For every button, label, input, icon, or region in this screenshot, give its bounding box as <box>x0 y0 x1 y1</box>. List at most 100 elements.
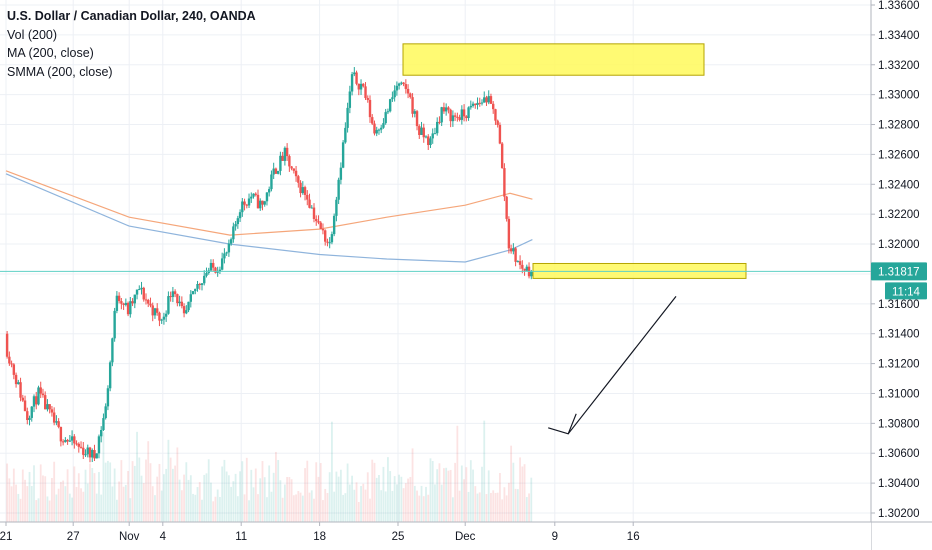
candle-body <box>30 406 33 418</box>
legend-volume[interactable]: Vol (200) <box>7 27 58 42</box>
volume-bar <box>129 498 132 522</box>
candle-body <box>198 284 201 286</box>
volume-bar <box>371 459 374 522</box>
volume-bar <box>160 490 163 522</box>
candle-body <box>453 115 457 117</box>
candle-body <box>270 174 273 190</box>
candle-body <box>330 234 334 243</box>
candle-body <box>200 283 204 285</box>
candle-body <box>88 447 92 458</box>
volume-bar <box>474 486 477 522</box>
candle-body <box>104 406 107 419</box>
price-tick-label: 1.32000 <box>878 239 920 251</box>
candle-body <box>180 301 184 307</box>
candle-body <box>469 105 472 108</box>
volume-bar <box>460 465 463 522</box>
volume-bar <box>272 472 275 522</box>
volume-bar <box>62 480 65 522</box>
candle-body <box>227 243 231 253</box>
volume-bar <box>192 493 194 522</box>
volume-bar <box>48 500 51 522</box>
candle-body <box>478 102 481 104</box>
volume-bar <box>427 494 430 522</box>
candle-body <box>382 123 385 128</box>
volume-bar <box>187 479 190 522</box>
candle-body <box>44 395 47 410</box>
volume-bar <box>133 465 136 522</box>
legend-smma[interactable]: SMMA (200, close) <box>7 64 113 79</box>
candle-body <box>514 248 517 262</box>
candle-body <box>106 388 110 407</box>
candle-body <box>380 127 383 130</box>
last-price-label: 1.31817 <box>878 266 920 278</box>
volume-bar <box>136 431 138 522</box>
volume-bar <box>472 469 474 522</box>
volume-bar <box>478 492 481 522</box>
candle-body <box>236 218 240 225</box>
price-axis[interactable]: 1.33600 1.33400 1.33200 1.33000 1.32800 1.326… <box>870 0 932 550</box>
volume-bar <box>366 472 369 522</box>
candle-body <box>368 99 372 118</box>
volume-bar <box>205 473 208 522</box>
candle-body <box>149 303 152 306</box>
last-price-tag <box>871 262 927 281</box>
down-arrow-drawing[interactable] <box>548 296 677 435</box>
candle-body <box>341 142 345 168</box>
volume-bars <box>6 420 533 522</box>
candle-body <box>111 338 114 363</box>
candle-body <box>79 446 83 448</box>
symbol-title[interactable]: U.S. Dollar / Canadian Dollar, 240, OAND… <box>7 9 256 23</box>
candle-body <box>247 198 251 206</box>
price-tick-label: 1.31600 <box>878 299 920 311</box>
volume-bar <box>510 445 513 522</box>
volume-bar <box>375 477 378 522</box>
candle-body <box>46 404 49 410</box>
candle-body <box>48 404 51 410</box>
candle-body <box>375 130 378 134</box>
chart-legend: U.S. Dollar / Canadian Dollar, 240, OAND… <box>7 7 256 81</box>
candle-body <box>523 268 526 271</box>
zones[interactable] <box>402 43 747 279</box>
candle-body <box>52 412 56 423</box>
volume-bar <box>407 478 409 522</box>
volume-bar <box>261 461 264 522</box>
volume-bar <box>310 490 313 522</box>
candle-body <box>335 199 338 216</box>
volume-bar <box>196 487 199 522</box>
legend-ma[interactable]: MA (200, close) <box>7 46 94 60</box>
volume-bar <box>124 484 127 522</box>
volume-bar <box>167 439 170 522</box>
volume-bar <box>263 477 266 522</box>
candle-body <box>337 179 340 200</box>
candle-body <box>84 454 87 456</box>
volume-bar <box>519 457 521 522</box>
candle-body <box>115 295 119 311</box>
volume-bar <box>275 451 277 522</box>
volume-bar <box>21 469 24 522</box>
time-axis[interactable]: 21 27 Nov 4 11 18 25 Dec 9 16 <box>0 521 932 550</box>
volume-bar <box>98 472 100 522</box>
volume-bar <box>33 465 35 522</box>
resistance-zone[interactable] <box>402 43 705 76</box>
volume-bar <box>227 475 230 522</box>
volume-bar <box>171 468 174 522</box>
volume-bar <box>156 476 159 522</box>
volume-bar <box>402 488 405 522</box>
candle-body <box>138 289 141 291</box>
volume-bar <box>494 492 497 522</box>
volume-bar <box>165 468 168 522</box>
candle-body <box>167 296 170 314</box>
candle-body <box>93 450 96 459</box>
volume-bar <box>46 496 49 522</box>
candle-body <box>418 126 421 135</box>
candle-body <box>203 275 206 284</box>
volume-bar <box>44 476 47 522</box>
volume-bar <box>210 482 212 522</box>
volume-bar <box>201 499 203 522</box>
candle-body <box>100 429 103 437</box>
volume-bar <box>102 432 105 522</box>
volume-bar <box>86 483 89 522</box>
volume-bar <box>360 486 362 522</box>
time-tick-label: 21 <box>0 531 12 543</box>
